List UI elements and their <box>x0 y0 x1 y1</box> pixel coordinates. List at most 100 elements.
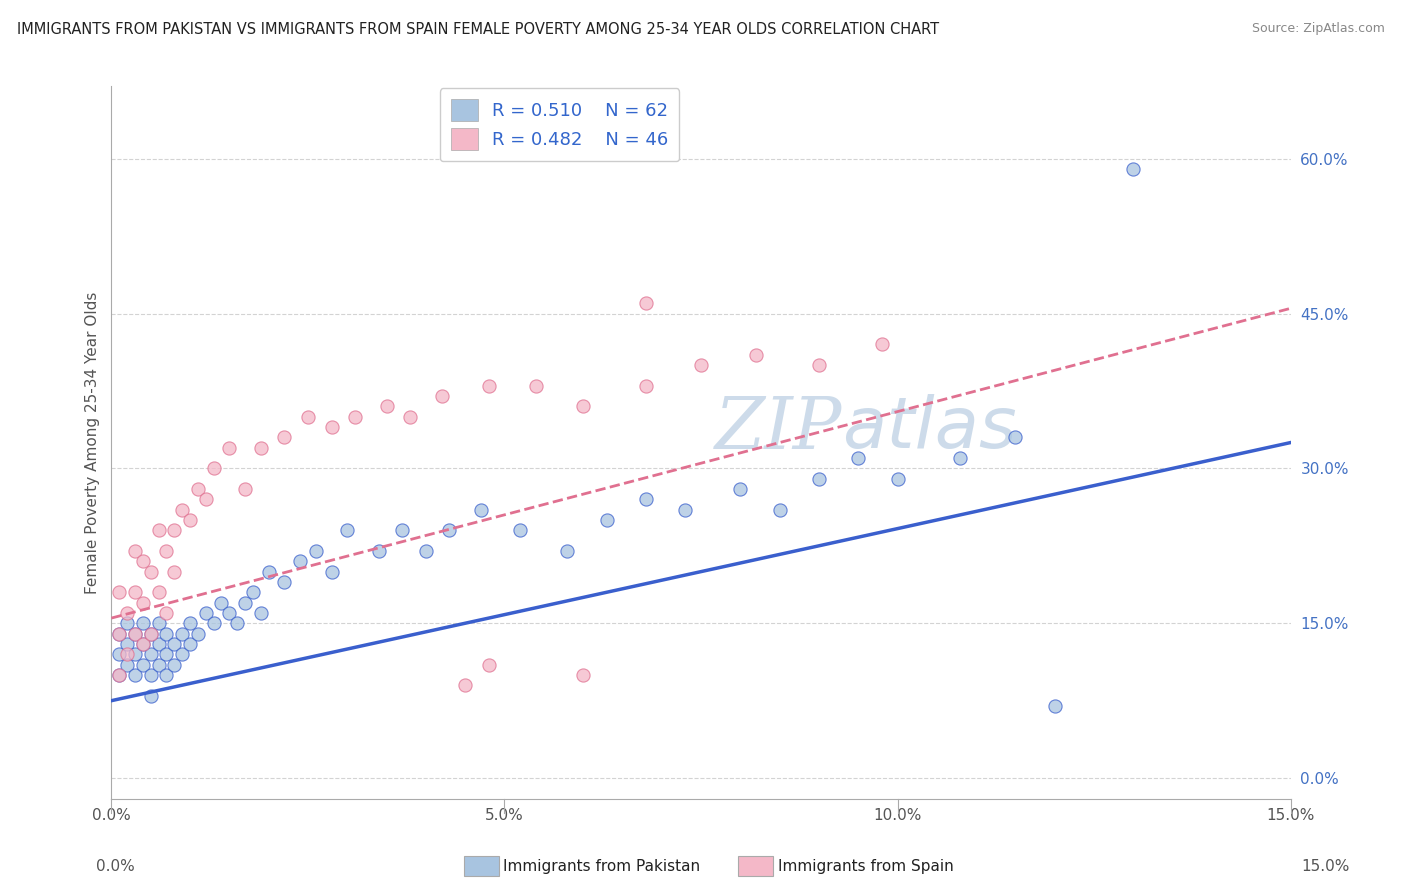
Point <box>690 358 713 372</box>
Point <box>634 492 657 507</box>
Point <box>870 337 893 351</box>
Point <box>155 647 177 661</box>
Point <box>179 637 201 651</box>
Point <box>115 606 138 620</box>
Legend: R = 0.510    N = 62, R = 0.482    N = 46: R = 0.510 N = 62, R = 0.482 N = 46 <box>440 88 679 161</box>
Point <box>202 461 225 475</box>
Point <box>139 647 162 661</box>
Point <box>524 378 547 392</box>
Point <box>124 626 146 640</box>
Text: IMMIGRANTS FROM PAKISTAN VS IMMIGRANTS FROM SPAIN FEMALE POVERTY AMONG 25-34 YEA: IMMIGRANTS FROM PAKISTAN VS IMMIGRANTS F… <box>17 22 939 37</box>
Point <box>673 502 696 516</box>
Point <box>124 544 146 558</box>
Point <box>321 420 343 434</box>
Point <box>163 637 186 651</box>
Point <box>470 502 492 516</box>
Point <box>172 647 194 661</box>
Point <box>132 657 155 672</box>
Point <box>1043 698 1066 713</box>
Point <box>124 626 146 640</box>
Point <box>172 502 194 516</box>
Point <box>218 606 240 620</box>
Point <box>139 626 162 640</box>
Point <box>179 513 201 527</box>
Point <box>132 554 155 568</box>
Point <box>557 544 579 558</box>
Point <box>595 513 617 527</box>
Point <box>115 657 138 672</box>
Point <box>155 606 177 620</box>
Point <box>634 296 657 310</box>
Point <box>124 668 146 682</box>
Point <box>163 524 186 538</box>
Point <box>226 616 249 631</box>
Point <box>211 596 233 610</box>
Point <box>367 544 389 558</box>
Point <box>179 616 201 631</box>
Point <box>730 482 752 496</box>
Point <box>139 626 162 640</box>
Point <box>108 668 131 682</box>
Point <box>233 596 256 610</box>
Point <box>172 626 194 640</box>
Point <box>163 565 186 579</box>
Point <box>439 524 461 538</box>
Point <box>391 524 413 538</box>
Point <box>194 606 217 620</box>
Point <box>509 524 531 538</box>
Point <box>115 637 138 651</box>
Point <box>187 482 209 496</box>
Point <box>194 492 217 507</box>
Point <box>148 585 170 599</box>
Point <box>148 616 170 631</box>
Text: Source: ZipAtlas.com: Source: ZipAtlas.com <box>1251 22 1385 36</box>
Point <box>249 606 271 620</box>
Point <box>139 668 162 682</box>
Point <box>288 554 311 568</box>
Point <box>242 585 264 599</box>
Point <box>949 451 972 466</box>
Point <box>807 358 830 372</box>
Point <box>634 378 657 392</box>
Point <box>233 482 256 496</box>
Point <box>124 647 146 661</box>
Point <box>155 668 177 682</box>
Point <box>257 565 280 579</box>
Point <box>415 544 437 558</box>
Point <box>478 378 501 392</box>
Point <box>454 678 477 692</box>
Text: Immigrants from Spain: Immigrants from Spain <box>778 859 953 873</box>
Point <box>148 657 170 672</box>
Text: Immigrants from Pakistan: Immigrants from Pakistan <box>503 859 700 873</box>
Point <box>273 430 295 444</box>
Point <box>321 565 343 579</box>
Point <box>305 544 328 558</box>
Y-axis label: Female Poverty Among 25-34 Year Olds: Female Poverty Among 25-34 Year Olds <box>86 292 100 594</box>
Point <box>155 544 177 558</box>
Point <box>745 348 768 362</box>
Point <box>478 657 501 672</box>
Point <box>148 524 170 538</box>
Point <box>273 574 295 589</box>
Point <box>108 626 131 640</box>
Point <box>430 389 453 403</box>
Point <box>572 668 595 682</box>
Point <box>1122 161 1144 176</box>
Point <box>768 502 790 516</box>
Point <box>148 637 170 651</box>
Point <box>572 400 595 414</box>
Point <box>163 657 186 672</box>
Point <box>108 668 131 682</box>
Text: atlas: atlas <box>842 393 1017 463</box>
Point <box>807 472 830 486</box>
Point <box>886 472 908 486</box>
Point <box>1004 430 1026 444</box>
Point <box>132 637 155 651</box>
Point <box>108 585 131 599</box>
Point <box>132 596 155 610</box>
Point <box>202 616 225 631</box>
Point <box>132 637 155 651</box>
Point <box>155 626 177 640</box>
Point <box>187 626 209 640</box>
Point <box>108 626 131 640</box>
